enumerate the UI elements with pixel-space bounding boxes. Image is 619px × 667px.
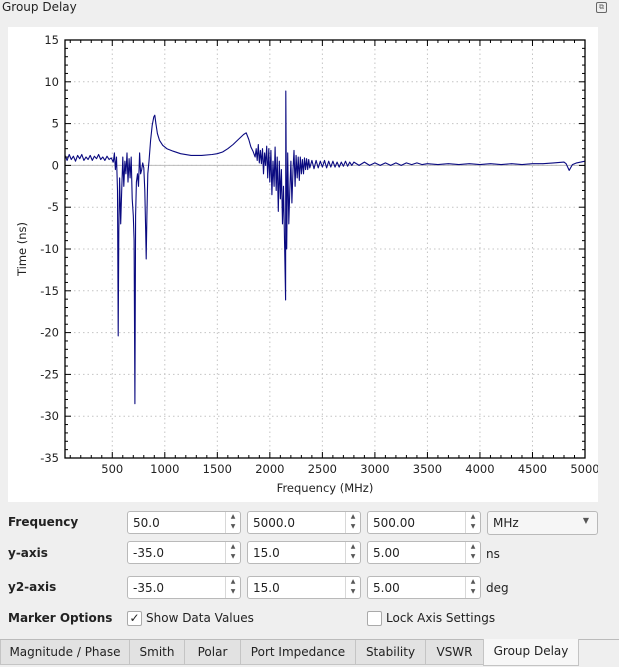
y2-axis-min-value: -35.0 <box>133 581 165 595</box>
y-tick-label: 5 <box>52 117 59 131</box>
x-tick-label: 5000 <box>570 462 598 476</box>
y2-axis-step-spinbox[interactable]: 5.00 ▲ ▼ <box>367 576 481 599</box>
y-tick-label: -35 <box>40 451 59 465</box>
window-title: Group Delay <box>2 0 77 14</box>
y2-axis-label-ctl: y2-axis <box>8 580 57 594</box>
spin-arrows-icon[interactable]: ▲ ▼ <box>465 577 480 598</box>
lock-axis-settings-label[interactable]: Lock Axis Settings <box>386 611 496 625</box>
checkmark-icon: ✓ <box>129 611 140 625</box>
marker-options-label: Marker Options <box>8 611 113 625</box>
y2-axis-max-spinbox[interactable]: 15.0 ▲ ▼ <box>247 576 361 599</box>
x-tick-label: 4000 <box>465 462 494 476</box>
tab-vswr[interactable]: VSWR <box>425 640 484 665</box>
x-axis-label: Frequency (MHz) <box>277 481 374 495</box>
y-tick-label: -25 <box>40 367 59 381</box>
tab-group-delay[interactable]: Group Delay <box>483 639 579 666</box>
spin-arrows-icon[interactable]: ▲ ▼ <box>345 577 360 598</box>
show-data-values-label[interactable]: Show Data Values <box>146 611 254 625</box>
y-axis-max-spinbox[interactable]: 15.0 ▲ ▼ <box>247 541 361 564</box>
y-axis-label: Time (ns) <box>15 222 29 277</box>
tab-port-impedance[interactable]: Port Impedance <box>240 640 356 665</box>
undock-icon[interactable]: ⧉ <box>596 2 607 13</box>
y-tick-label: -5 <box>48 200 59 214</box>
frequency-unit-value: MHz <box>493 516 519 530</box>
y-tick-label: 0 <box>52 158 59 172</box>
chart-svg: 500 1000 1500 2000 2500 3000 3500 4000 4500 5000 1… <box>15 33 600 495</box>
y-axis-step-spinbox[interactable]: 5.00 ▲ ▼ <box>367 541 481 564</box>
frequency-step-value: 500.00 <box>373 516 415 530</box>
tab-smith[interactable]: Smith <box>129 640 185 665</box>
frequency-label: Frequency <box>8 515 79 529</box>
y2-axis-step-value: 5.00 <box>373 581 400 595</box>
spin-arrows-icon[interactable]: ▲ ▼ <box>465 542 480 563</box>
y2-axis-min-spinbox[interactable]: -35.0 ▲ ▼ <box>127 576 241 599</box>
y-tick-label: 15 <box>44 33 59 47</box>
spin-arrows-icon[interactable]: ▲ ▼ <box>225 512 240 533</box>
x-tick-label: 500 <box>101 462 123 476</box>
x-tick-label: 4500 <box>518 462 547 476</box>
spin-arrows-icon[interactable]: ▲ ▼ <box>345 542 360 563</box>
y-axis-min-value: -35.0 <box>133 546 165 560</box>
y-axis-max-value: 15.0 <box>253 546 280 560</box>
y-tick-label: -30 <box>40 409 59 423</box>
y-tick-label: 10 <box>44 75 59 89</box>
spin-arrows-icon[interactable]: ▲ ▼ <box>465 512 480 533</box>
y2-axis-max-value: 15.0 <box>253 581 280 595</box>
frequency-unit-select[interactable]: MHz ▼ <box>487 511 598 535</box>
y2-axis-unit: deg <box>486 581 509 595</box>
spin-arrows-icon[interactable]: ▲ ▼ <box>225 577 240 598</box>
y-axis-unit: ns <box>486 547 500 561</box>
tab-magnitude-phase[interactable]: Magnitude / Phase <box>0 640 130 665</box>
frequency-start-value: 50.0 <box>133 516 160 530</box>
x-tick-label: 1500 <box>203 462 232 476</box>
x-tick-label: 2000 <box>255 462 284 476</box>
y-axis-label-ctl: y-axis <box>8 546 48 560</box>
spin-arrows-icon[interactable]: ▲ ▼ <box>225 542 240 563</box>
y-tick-label: -20 <box>40 326 59 340</box>
tab-polar[interactable]: Polar <box>184 640 241 665</box>
group-delay-chart: 500 1000 1500 2000 2500 3000 3500 4000 4500 5000 1… <box>8 27 600 502</box>
x-tick-label: 2500 <box>308 462 337 476</box>
x-tick-label: 1000 <box>150 462 179 476</box>
chevron-down-icon: ▼ <box>582 516 589 525</box>
x-tick-label: 3500 <box>413 462 442 476</box>
y-axis-step-value: 5.00 <box>373 546 400 560</box>
y-tick-label: -15 <box>40 284 59 298</box>
spin-arrows-icon[interactable]: ▲ ▼ <box>345 512 360 533</box>
tab-stability[interactable]: Stability <box>355 640 426 665</box>
x-tick-label: 3000 <box>360 462 389 476</box>
frequency-step-spinbox[interactable]: 500.00 ▲ ▼ <box>367 511 481 534</box>
y-tick-label: -10 <box>40 242 59 256</box>
group-delay-trace <box>64 90 586 405</box>
frequency-start-spinbox[interactable]: 50.0 ▲ ▼ <box>127 511 241 534</box>
frequency-stop-spinbox[interactable]: 5000.0 ▲ ▼ <box>247 511 361 534</box>
y-axis-min-spinbox[interactable]: -35.0 ▲ ▼ <box>127 541 241 564</box>
frequency-stop-value: 5000.0 <box>253 516 295 530</box>
lock-axis-settings-checkbox[interactable] <box>367 611 382 626</box>
show-data-values-checkbox[interactable]: ✓ <box>127 611 142 626</box>
tab-bar: Magnitude / Phase Smith Polar Port Imped… <box>0 639 619 667</box>
